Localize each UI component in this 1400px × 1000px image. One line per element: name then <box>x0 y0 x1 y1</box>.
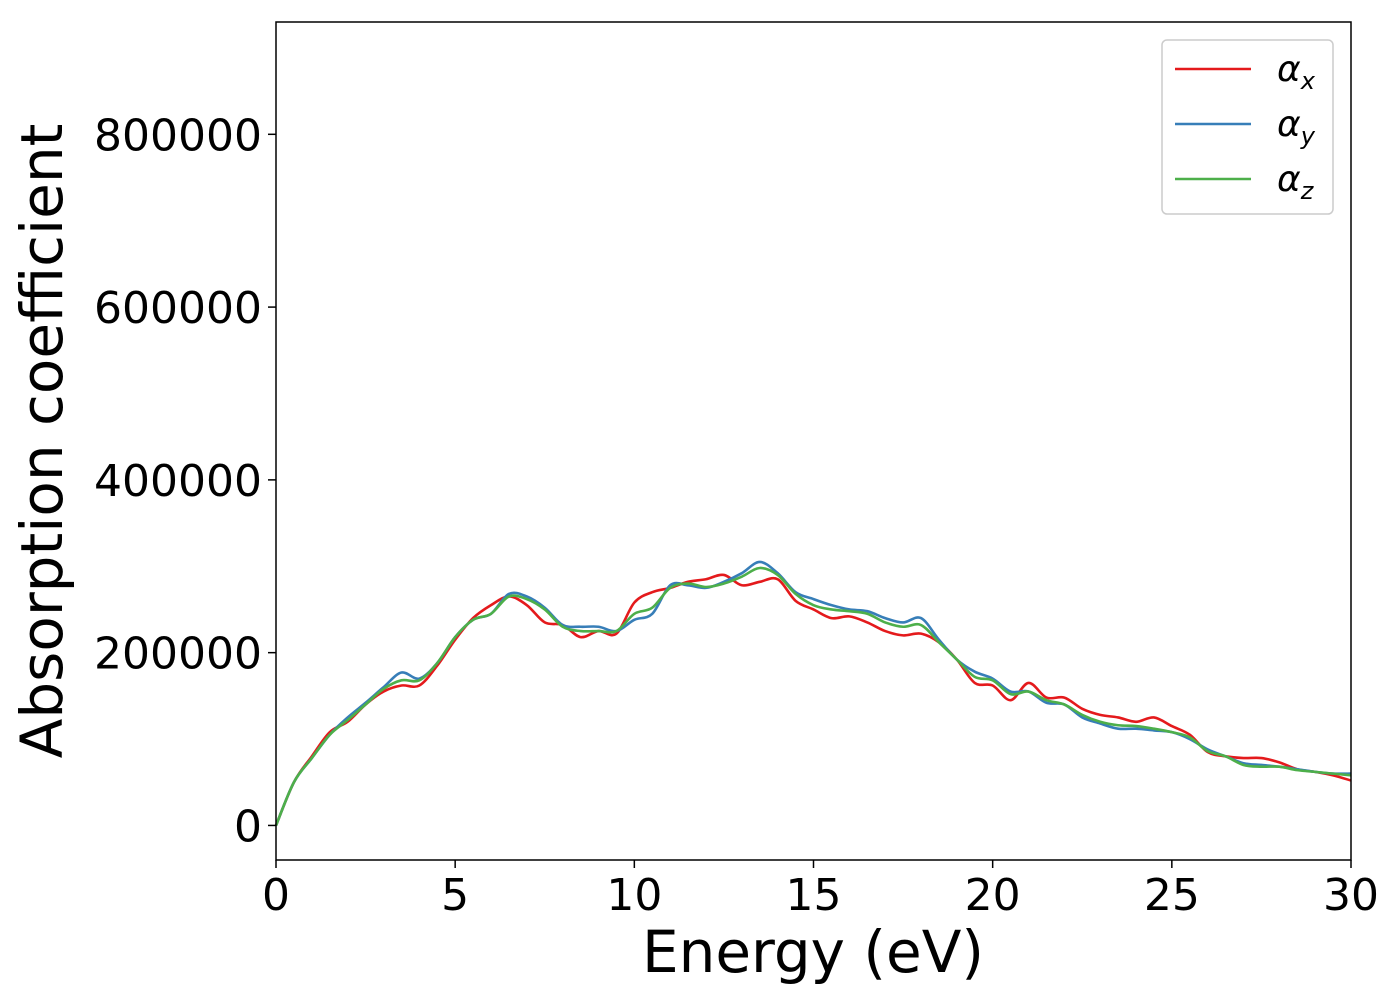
series-line-alpha-z <box>274 566 1352 826</box>
legend: αx αy αz <box>1161 39 1334 215</box>
x-tick-label: 5 <box>441 870 469 921</box>
series-layer <box>274 560 1352 826</box>
x-tick-label: 15 <box>786 870 842 921</box>
x-tick-label: 10 <box>606 870 662 921</box>
y-tick-label: 0 <box>234 801 262 852</box>
y-axis: 0 200000 400000 600000 800000 <box>94 110 276 852</box>
y-tick-label: 800000 <box>94 110 262 161</box>
x-tick-label: 0 <box>262 870 290 921</box>
series-line-alpha-y <box>274 560 1352 826</box>
legend-label-alpha-x: αx <box>1277 49 1316 95</box>
y-axis-title: Absorption coefficient <box>8 124 76 759</box>
legend-box <box>1161 39 1334 215</box>
series-line-alpha-x <box>274 573 1352 826</box>
legend-label-alpha-z: αz <box>1277 159 1315 205</box>
y-tick-label: 600000 <box>94 283 262 334</box>
legend-label-alpha-y: αy <box>1277 104 1316 150</box>
x-tick-label: 20 <box>965 870 1021 921</box>
x-tick-label: 25 <box>1144 870 1200 921</box>
x-axis: 0 5 10 15 20 25 30 <box>262 860 1379 921</box>
x-tick-label: 30 <box>1323 870 1379 921</box>
y-tick-label: 400000 <box>94 456 262 507</box>
y-tick-label: 200000 <box>94 629 262 680</box>
x-axis-title: Energy (eV) <box>642 918 984 986</box>
